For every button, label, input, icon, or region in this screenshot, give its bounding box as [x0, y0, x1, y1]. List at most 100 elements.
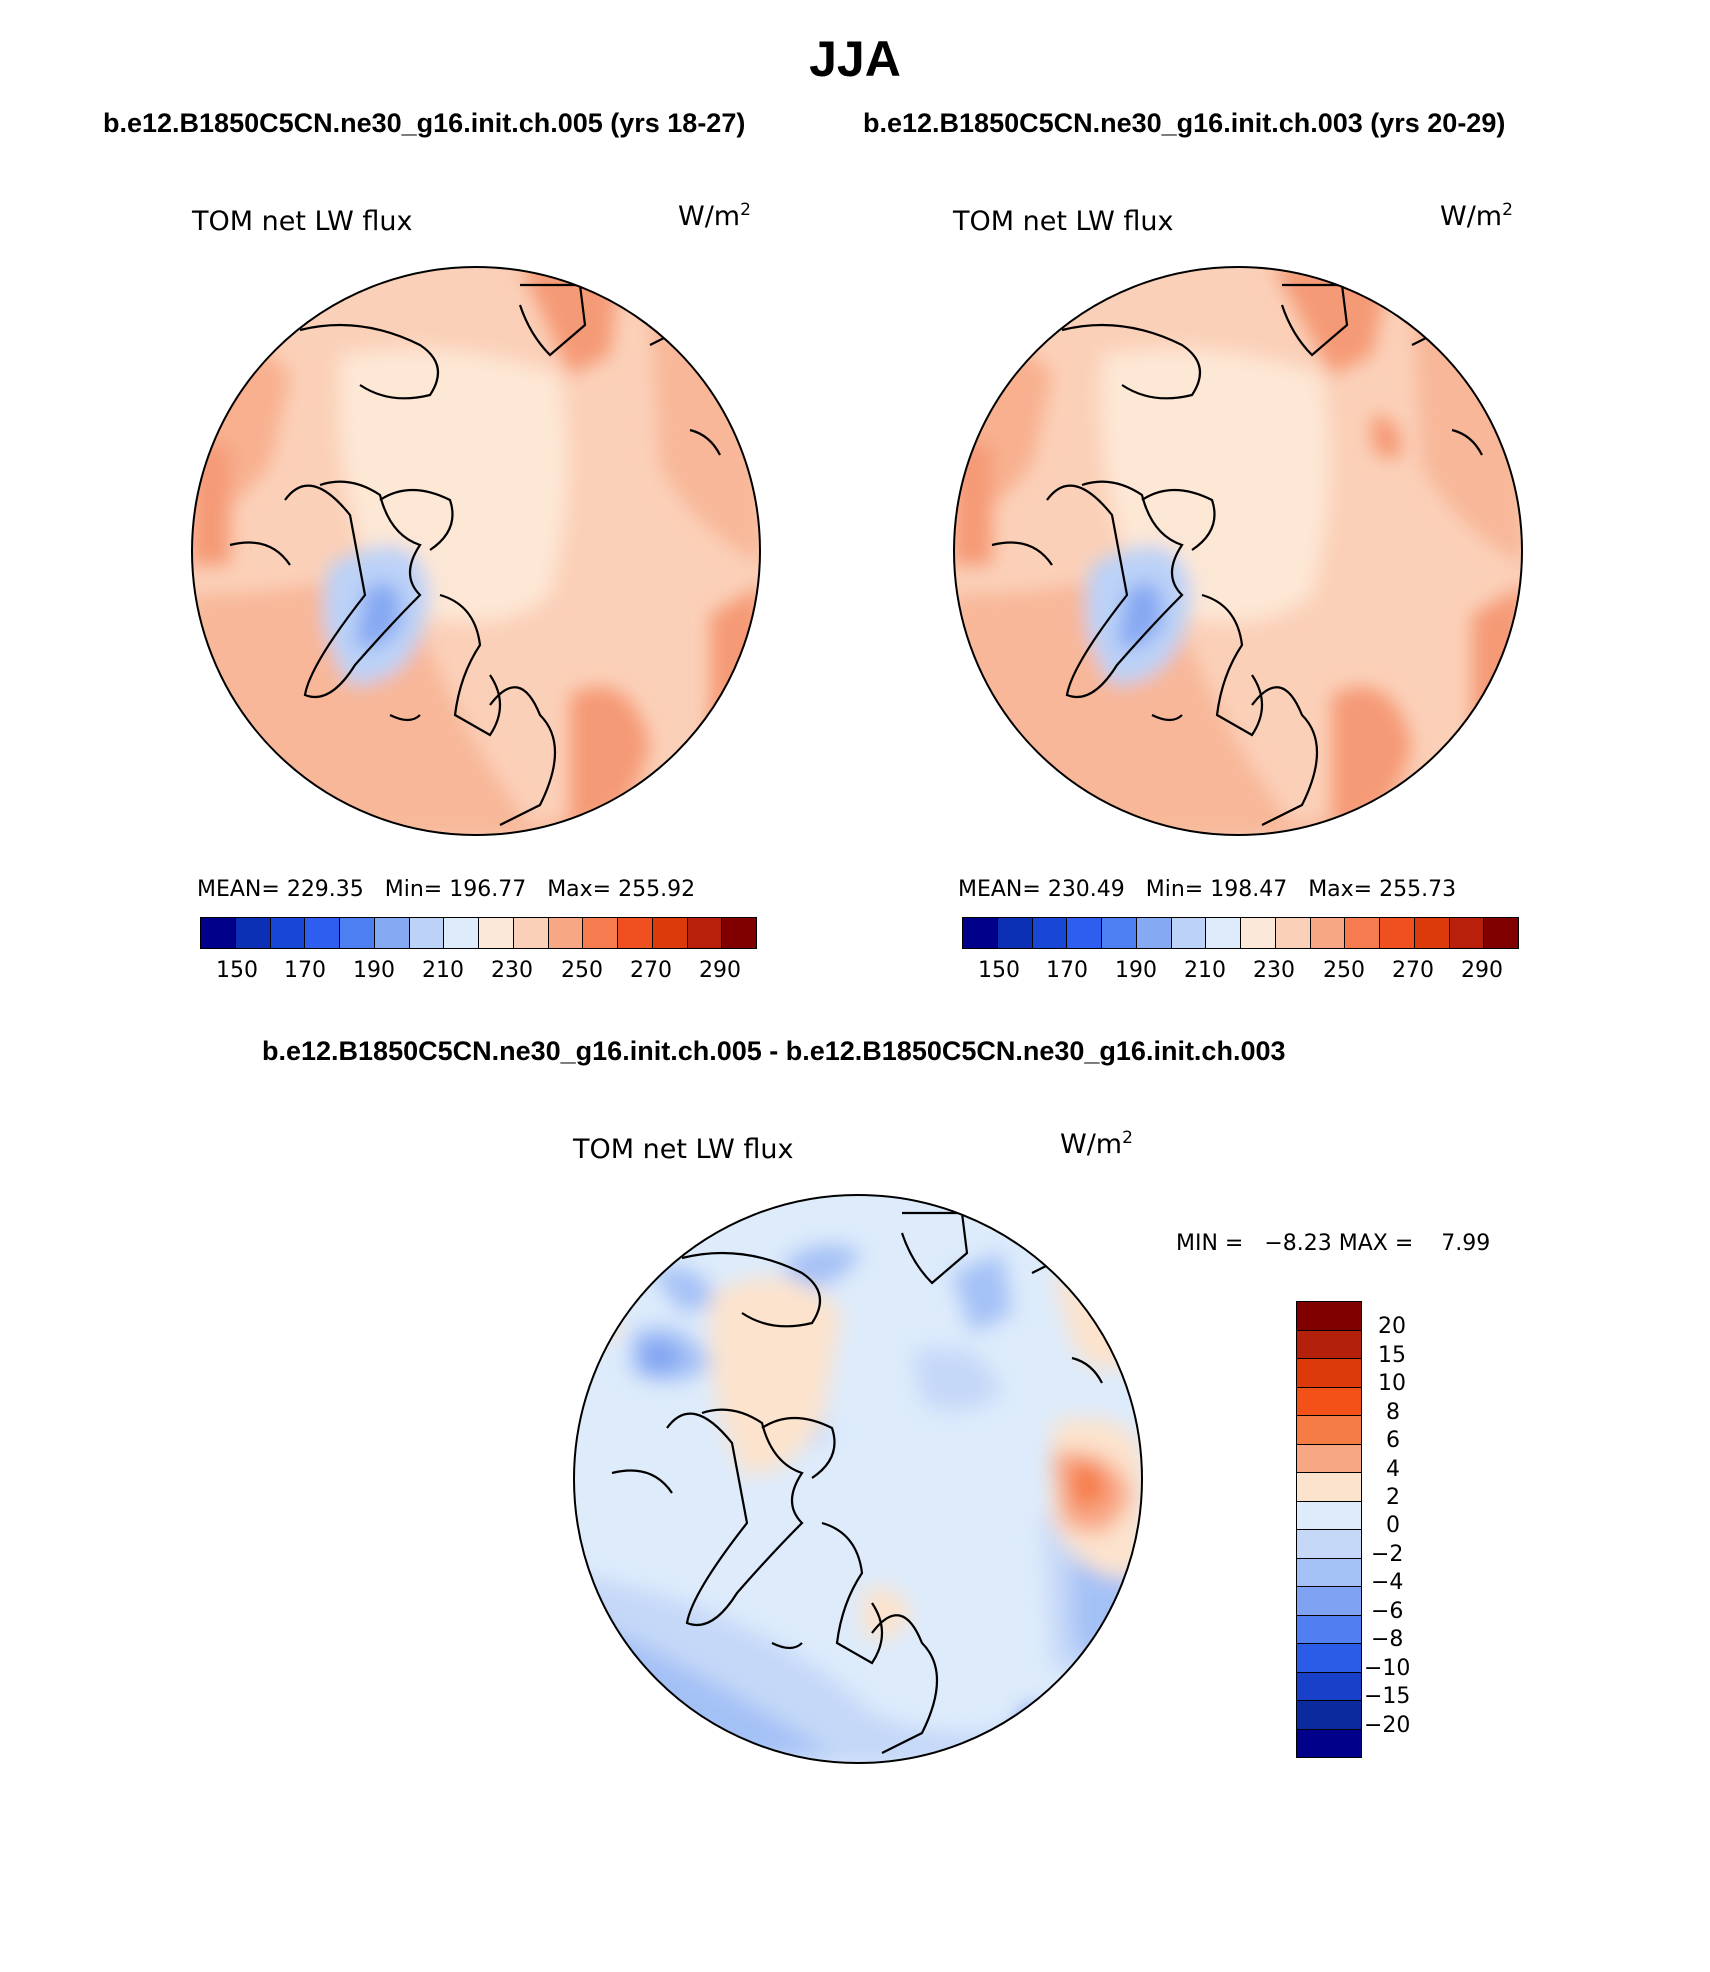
panel1-colorbar-bin [513, 918, 549, 948]
case1-subtitle: b.e12.B1850C5CN.ne30_g16.init.ch.005 (yr… [103, 108, 746, 138]
panel2-colorbar-bin [963, 918, 998, 948]
panel1-colorbar-bin [305, 918, 340, 948]
panel2-colorbar-bin [1206, 918, 1241, 948]
panel2-colorbar-bin [1449, 918, 1485, 948]
figure-title: JJA [809, 31, 901, 87]
panel2-variable: TOM net LW flux [953, 206, 1174, 237]
panel2-units: W/m2 [1440, 200, 1513, 232]
panel3-colorbar-label: −6 [1371, 1599, 1404, 1624]
panel3-map-border [573, 1194, 1143, 1764]
panel2-colorbar-label: 250 [1323, 958, 1365, 983]
panel1-units-base: W/m [678, 201, 741, 232]
panel3-colorbar-label: 8 [1386, 1400, 1400, 1425]
panel3-polar-map [573, 1194, 1143, 1764]
panel1-units-exp: 2 [740, 200, 751, 220]
panel1-colorbar-bin [479, 918, 514, 948]
panel1-polar-map [191, 266, 761, 836]
panel2-colorbar-bin [1067, 918, 1102, 948]
diff-subtitle: b.e12.B1850C5CN.ne30_g16.init.ch.005 - b… [262, 1036, 1286, 1066]
panel1-colorbar-bin [374, 918, 410, 948]
panel2-colorbar-bin [997, 918, 1033, 948]
panel3-colorbar-label: 20 [1378, 1314, 1406, 1339]
panel3-colorbar-label: −20 [1364, 1713, 1411, 1738]
panel2-colorbar-label: 150 [978, 958, 1020, 983]
panel2-colorbar-bin [1032, 918, 1068, 948]
panel2-coastlines [991, 283, 1483, 826]
panel2-colorbar-label: 170 [1046, 958, 1088, 983]
panel1-colorbar-label: 170 [284, 958, 326, 983]
panel2-colorbar-bin [1102, 918, 1137, 948]
panel1-colorbar-label: 230 [491, 958, 533, 983]
panel1-colorbar-bin [618, 918, 653, 948]
panel3-colorbar-bin [1297, 1530, 1361, 1559]
panel1-colorbar-bin [722, 918, 756, 948]
panel1-colorbar-bin [340, 918, 375, 948]
panel1-colorbar-bin [687, 918, 723, 948]
panel3-colorbar-label: 0 [1386, 1513, 1400, 1538]
panel3-colorbar-label: −10 [1364, 1656, 1411, 1681]
panel3-colorbar-bin [1297, 1558, 1361, 1587]
panel1-colorbar-bin [444, 918, 479, 948]
panel3-colorbar-label: 6 [1386, 1428, 1400, 1453]
panel2-colorbar-bin [1484, 918, 1518, 948]
panel1-colorbar-bin [270, 918, 306, 948]
panel3-colorbar-bin [1297, 1644, 1361, 1673]
panel3-units: W/m2 [1060, 1128, 1133, 1160]
panel3-units-base: W/m [1060, 1129, 1123, 1160]
panel3-colorbar-label: −4 [1371, 1570, 1404, 1595]
panel2-colorbar-label: 190 [1115, 958, 1157, 983]
panel1-variable: TOM net LW flux [192, 206, 413, 237]
panel3-colorbar-label: −2 [1371, 1542, 1404, 1567]
panel2-polar-map [953, 266, 1523, 836]
panel2-colorbar-label: 210 [1184, 958, 1226, 983]
panel3-colorbar-bin [1297, 1701, 1361, 1730]
panel2-map-border [953, 266, 1523, 836]
panel3-minmax: MIN = −8.23 MAX = 7.99 [1176, 1231, 1491, 1256]
panel3-colorbar-bin [1297, 1444, 1361, 1473]
panel3-colorbar-label: 4 [1386, 1457, 1400, 1482]
panel1-colorbar-bin [235, 918, 271, 948]
panel3-colorbar-bin [1297, 1302, 1361, 1331]
panel2-colorbar-label: 290 [1461, 958, 1503, 983]
panel3-units-exp: 2 [1122, 1128, 1133, 1148]
panel1-colorbar-bin [201, 918, 236, 948]
panel1-map-border [191, 266, 761, 836]
panel2-units-exp: 2 [1502, 200, 1513, 220]
panel2-colorbar-bin [1275, 918, 1311, 948]
panel2-stats: MEAN= 230.49 Min= 198.47 Max= 255.73 [958, 877, 1457, 902]
panel2-colorbar-bin [1136, 918, 1172, 948]
panel2-colorbar-bin [1171, 918, 1207, 948]
panel2-colorbar-bin [1414, 918, 1450, 948]
panel2-colorbar [962, 917, 1519, 949]
panel3-colorbar-bin [1297, 1587, 1361, 1616]
panel1-colorbar-bin [652, 918, 688, 948]
panel3-colorbar-bin [1297, 1729, 1361, 1757]
panel3-colorbar-bin [1297, 1330, 1361, 1359]
panel3-colorbar-label: −15 [1364, 1684, 1411, 1709]
panel2-colorbar-label: 270 [1392, 958, 1434, 983]
panel3-variable: TOM net LW flux [573, 1134, 794, 1165]
panel2-units-base: W/m [1440, 201, 1503, 232]
panel3-colorbar [1296, 1301, 1362, 1758]
panel2-colorbar-label: 230 [1253, 958, 1295, 983]
panel1-colorbar-bin [409, 918, 445, 948]
panel3-colorbar-bin [1297, 1615, 1361, 1644]
panel1-colorbar-label: 290 [699, 958, 741, 983]
panel1-units: W/m2 [678, 200, 751, 232]
panel3-colorbar-bin [1297, 1501, 1361, 1530]
panel2-colorbar-bin [1345, 918, 1380, 948]
panel3-colorbar-label: 2 [1386, 1485, 1400, 1510]
panel1-colorbar-bin [583, 918, 618, 948]
panel3-colorbar-label: −8 [1371, 1627, 1404, 1652]
panel1-colorbar-bin [548, 918, 584, 948]
panel3-colorbar-bin [1297, 1416, 1361, 1445]
panel2-colorbar-bin [1310, 918, 1346, 948]
panel2-colorbar-bin [1241, 918, 1276, 948]
panel1-colorbar [200, 917, 757, 949]
panel3-colorbar-label: 15 [1378, 1343, 1406, 1368]
case2-subtitle: b.e12.B1850C5CN.ne30_g16.init.ch.003 (yr… [863, 108, 1506, 138]
panel3-colorbar-label: 10 [1378, 1371, 1406, 1396]
panel1-colorbar-label: 210 [422, 958, 464, 983]
panel1-colorbar-label: 190 [353, 958, 395, 983]
panel1-colorbar-label: 270 [630, 958, 672, 983]
